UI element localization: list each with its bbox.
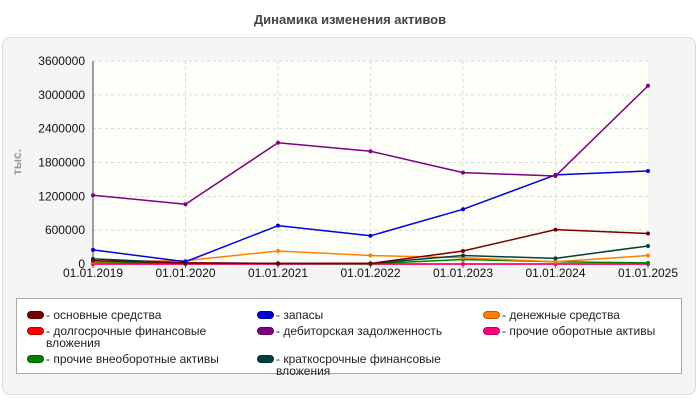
legend-swatch [257, 355, 274, 363]
data-point [553, 259, 558, 264]
x-tick-label: 01.01.2022 [340, 266, 400, 280]
legend-label: - основные средства [46, 308, 162, 322]
data-point [553, 256, 558, 261]
data-point [461, 207, 465, 212]
legend-item: - краткосрочные финансовые вложения [257, 353, 477, 377]
legend-item: - долгосрочные финансовые вложения [27, 325, 247, 349]
data-point [368, 149, 373, 154]
data-point [646, 231, 650, 236]
data-point [646, 243, 650, 248]
legend-item: - основные средства [27, 309, 247, 321]
data-point [368, 253, 373, 258]
legend-label: - краткосрочные финансовые вложения [276, 352, 441, 378]
data-point [276, 223, 280, 228]
series-group [91, 83, 650, 266]
legend-swatch [483, 311, 500, 319]
x-tick-label: 01.01.2023 [433, 266, 493, 280]
legend-label: - запасы [276, 308, 324, 322]
legend-swatch [27, 327, 44, 335]
chart-title: Динамика изменения активов [253, 12, 447, 27]
y-tick-label: 3600000 [38, 54, 85, 68]
legend-item: - дебиторская задолженность [257, 325, 477, 337]
legend-item: - денежные средства [483, 309, 678, 321]
data-point [183, 259, 188, 264]
data-point [646, 168, 650, 173]
data-point [91, 258, 95, 263]
legend-label: - прочие внеоборотные активы [46, 352, 219, 366]
data-point [368, 233, 373, 238]
data-point [368, 261, 373, 266]
y-tick-label: 1800000 [38, 156, 85, 170]
y-tick-label: 1200000 [38, 189, 85, 203]
data-point [646, 253, 650, 258]
legend-item: - прочие внеоборотные активы [27, 353, 247, 365]
data-point [553, 174, 558, 179]
y-axis-label: тыс. [10, 149, 24, 175]
x-tick-label: 01.01.2025 [618, 266, 678, 280]
data-point [91, 247, 95, 252]
data-point [276, 261, 280, 266]
legend-item: - прочие оборотные активы [483, 325, 678, 337]
legend-swatch [27, 311, 44, 319]
x-tick-label: 01.01.2019 [63, 266, 123, 280]
legend: - основные средства - запасы - денежные ср… [16, 298, 682, 377]
tick-labels: 0 600000 1200000 1800000 2400000 3000000 36000… [38, 54, 678, 280]
x-tick-label: 01.01.2020 [155, 266, 215, 280]
legend-swatch [483, 327, 500, 335]
y-tick-label: 0 [78, 257, 85, 271]
data-point [553, 227, 558, 232]
legend-swatch [27, 355, 44, 363]
legend-label: - денежные средства [502, 308, 620, 322]
data-point [461, 249, 465, 254]
chart-svg: 0 600000 1200000 1800000 2400000 3000000 36000… [10, 54, 678, 280]
x-tick-label: 01.01.2024 [525, 266, 585, 280]
data-point [276, 140, 280, 145]
data-point [646, 260, 650, 265]
legend-swatch [257, 327, 274, 335]
legend-label: - долгосрочные финансовые вложения [46, 324, 207, 350]
data-point [461, 253, 465, 258]
y-tick-label: 2400000 [38, 122, 85, 136]
legend-swatch [257, 311, 274, 319]
y-tick-label: 3000000 [38, 88, 85, 102]
data-point [91, 193, 95, 198]
data-point [646, 83, 650, 88]
legend-label: - дебиторская задолженность [276, 324, 443, 338]
data-point [276, 249, 280, 254]
data-point [461, 262, 465, 266]
x-tick-label: 01.01.2021 [248, 266, 308, 280]
legend-item: - запасы [257, 309, 477, 321]
y-tick-label: 600000 [45, 223, 85, 237]
data-point [461, 170, 465, 175]
data-point [183, 202, 188, 207]
legend-label: - прочие оборотные активы [502, 324, 656, 338]
